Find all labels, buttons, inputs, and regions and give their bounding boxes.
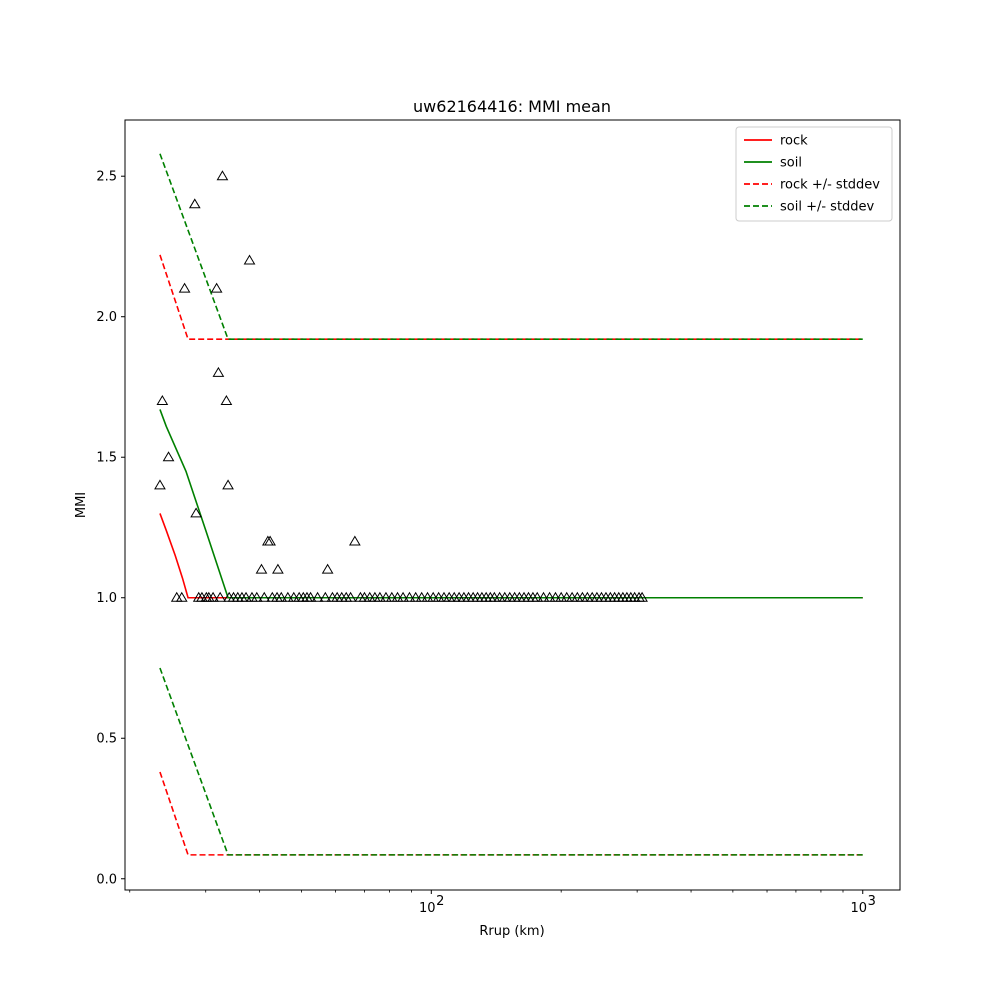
x-tick-label: 10 [850, 901, 867, 916]
axes-ticks: 0.00.51.01.52.02.510 2 10 3 [96, 170, 876, 916]
x-tick-label-exponent: 3 [868, 894, 876, 909]
observation-marker [210, 282, 223, 293]
observation-marker [636, 591, 648, 602]
observation-marker [409, 591, 422, 602]
observation-marker [549, 591, 562, 602]
observation-marker [543, 591, 556, 602]
observation-marker [531, 591, 544, 602]
x-tick-label: 10 [419, 901, 436, 916]
legend-label: rock +/- stddev [780, 178, 880, 193]
observation-marker [348, 535, 361, 546]
y-axis-label: MMI [74, 492, 89, 518]
legend-label: soil [780, 156, 802, 171]
observation-marker [216, 170, 229, 181]
observation-marker [537, 591, 550, 602]
legend: rock soil rock +/- stddev soil +/- stddev [735, 126, 893, 222]
observation-marker [154, 479, 166, 490]
series-line-soil-stddev-5 [159, 667, 863, 856]
observation-marker [220, 395, 233, 406]
chart-title: uw62164416: MMI mean [413, 97, 611, 116]
observation-marker [240, 591, 252, 602]
axes-frame [124, 119, 901, 891]
observation-marker [397, 591, 409, 602]
observation-marker [415, 591, 428, 602]
observation-marker [380, 591, 392, 602]
observation-marker [344, 591, 357, 602]
observation-marker [374, 591, 386, 602]
observation-marker [190, 507, 202, 518]
plot-area [154, 153, 863, 856]
observation-marker [188, 198, 201, 209]
observation-marker [421, 591, 434, 602]
observation-marker [175, 591, 188, 602]
observation-marker [156, 395, 169, 406]
legend-label: rock [780, 134, 808, 149]
x-axis-label: Rrup (km) [479, 924, 544, 939]
y-tick-label: 1.0 [96, 591, 117, 606]
observation-marker [281, 591, 294, 602]
x-tick-label-exponent: 2 [436, 894, 444, 909]
observation-marker [311, 591, 324, 602]
observation-marker [214, 591, 227, 602]
observation-marker [264, 535, 276, 546]
legend-label: soil +/- stddev [780, 200, 875, 215]
y-tick-label: 0.5 [96, 732, 117, 747]
observation-marker [275, 591, 288, 602]
observation-marker [319, 591, 332, 602]
observation-marker [212, 366, 225, 377]
observation-marker [178, 282, 191, 293]
series-line-soil-stddev-4 [159, 153, 863, 341]
observation-marker [250, 591, 263, 602]
observation-marker [385, 591, 398, 602]
observation-marker [222, 479, 234, 490]
observation-marker [243, 254, 256, 265]
observation-marker [403, 591, 416, 602]
series-line-rock-stddev-2 [159, 254, 863, 341]
observation-marker [258, 591, 271, 602]
series-line-rock-stddev-3 [159, 771, 863, 856]
observation-marker [255, 563, 268, 574]
y-tick-label: 2.0 [96, 310, 117, 325]
observation-marker [272, 563, 284, 574]
observation-marker [162, 451, 175, 462]
y-tick-label: 0.0 [96, 872, 117, 887]
observation-marker [321, 563, 334, 574]
y-tick-label: 1.5 [96, 451, 117, 466]
legend-box [735, 126, 893, 222]
observation-marker [304, 591, 317, 602]
y-tick-label: 2.5 [96, 170, 117, 185]
observation-marker [207, 591, 219, 602]
